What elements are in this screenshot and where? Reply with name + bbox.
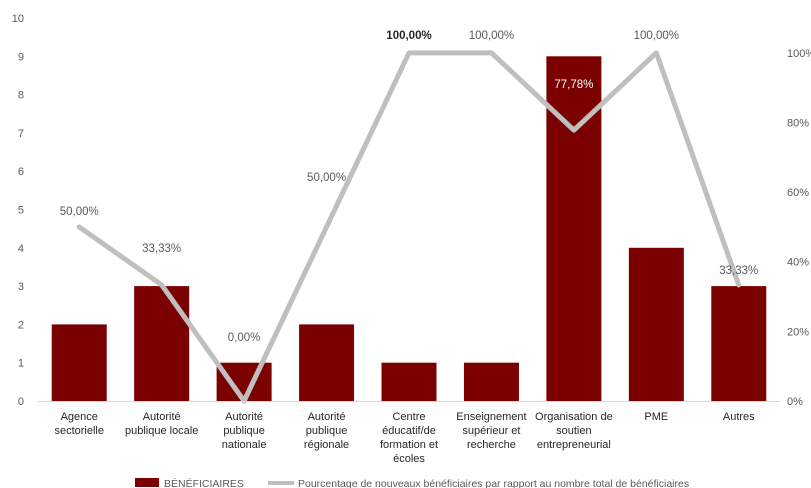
- category-label: Agence sectorielle: [54, 411, 104, 437]
- bar: [381, 362, 437, 401]
- y-right-tick-label: 0%: [787, 396, 803, 408]
- y-right-tick-label: 100%: [787, 48, 811, 60]
- category-label: Autres: [723, 411, 755, 423]
- category-label-line: Organisation de: [535, 411, 613, 423]
- category-label: Autorité publique locale: [125, 411, 198, 437]
- y-left-tick-label: 2: [18, 319, 24, 331]
- category-label-line: régionale: [304, 439, 349, 451]
- right-axis: 0% 20% 40% 60% 80% 100%: [787, 48, 811, 408]
- y-right-tick-label: 60%: [787, 187, 809, 199]
- left-axis: 0 1 2 3 4 5 6 7 8 9 10: [12, 13, 24, 408]
- category-label-line: entrepreneurial: [537, 439, 611, 451]
- y-right-tick-label: 20%: [787, 326, 809, 338]
- y-left-tick-label: 9: [18, 51, 24, 63]
- bar: [299, 324, 355, 401]
- category-label-line: sectorielle: [54, 425, 104, 437]
- bar: [216, 362, 272, 401]
- line-data-label: 0,00%: [228, 332, 261, 344]
- category-label: Centre éducatif/de formation et écoles: [380, 411, 438, 465]
- category-label-line: nationale: [222, 439, 267, 451]
- line-series: [76, 50, 742, 404]
- y-left-tick-label: 0: [18, 396, 24, 408]
- category-label-line: Autorité: [225, 411, 263, 423]
- data-labels: 50,00% 33,33% 0,00% 50,00% 100,00% 100,00% 77,…: [60, 30, 759, 344]
- category-label-line: PME: [644, 411, 668, 423]
- line-data-label: 100,00%: [634, 30, 679, 42]
- category-label-line: Enseignement: [456, 411, 526, 423]
- category-axis: Agence sectorielle Autorité publique locale…: [38, 401, 780, 465]
- category-label: Autorité publique régionale: [304, 411, 349, 451]
- bar: [711, 286, 767, 401]
- category-label-line: recherche: [467, 439, 516, 451]
- category-label: Organisation de soutien entrepreneurial: [535, 411, 613, 451]
- line-data-label: 77,78%: [554, 79, 593, 91]
- category-label-line: publique: [223, 425, 265, 437]
- y-right-tick-label: 40%: [787, 257, 809, 269]
- category-label-line: Autorité: [308, 411, 346, 423]
- line-data-label: 50,00%: [60, 206, 99, 218]
- category-label-line: Autres: [723, 411, 755, 423]
- line-data-label: 33,33%: [719, 265, 758, 277]
- line-data-label: 100,00%: [469, 30, 514, 42]
- legend: BÉNÉFICIAIRES Pourcentage de nouveaux bé…: [135, 477, 689, 488]
- category-label: PME: [644, 411, 668, 423]
- bar: [628, 247, 684, 401]
- bar: [134, 286, 190, 401]
- category-label-line: publique locale: [125, 425, 198, 437]
- bar: [51, 324, 107, 401]
- line-data-label: 100,00%: [386, 30, 431, 42]
- y-left-tick-label: 5: [18, 205, 24, 217]
- category-label-line: Centre: [392, 411, 425, 423]
- y-left-tick-label: 1: [18, 358, 24, 370]
- y-right-tick-label: 80%: [787, 117, 809, 129]
- line-data-label: 33,33%: [142, 243, 181, 255]
- category-label-line: publique: [306, 425, 348, 437]
- y-left-tick-label: 3: [18, 281, 24, 293]
- category-label-line: supérieur et: [462, 425, 520, 437]
- bar: [546, 56, 602, 402]
- category-label-line: formation et: [380, 439, 438, 451]
- y-left-tick-label: 4: [18, 243, 24, 255]
- legend-label-bars: BÉNÉFICIAIRES: [164, 477, 244, 488]
- category-label-line: éducatif/de: [382, 425, 436, 437]
- category-label-line: soutien: [556, 425, 591, 437]
- bar-series: [51, 56, 767, 402]
- category-label: Autorité publique nationale: [222, 411, 267, 451]
- category-label-line: Autorité: [143, 411, 181, 423]
- line-data-label: 50,00%: [307, 172, 346, 184]
- category-label-line: écoles: [393, 453, 425, 465]
- category-label-line: Agence: [61, 411, 98, 423]
- legend-swatch-bars: [135, 478, 159, 487]
- y-left-tick-label: 7: [18, 128, 24, 140]
- bar: [463, 362, 519, 401]
- y-left-tick-label: 6: [18, 166, 24, 178]
- category-label: Enseignement supérieur et recherche: [456, 411, 526, 451]
- y-left-tick-label: 10: [12, 13, 24, 25]
- legend-label-line: Pourcentage de nouveaux bénéficiaires pa…: [298, 478, 689, 488]
- y-left-tick-label: 8: [18, 90, 24, 102]
